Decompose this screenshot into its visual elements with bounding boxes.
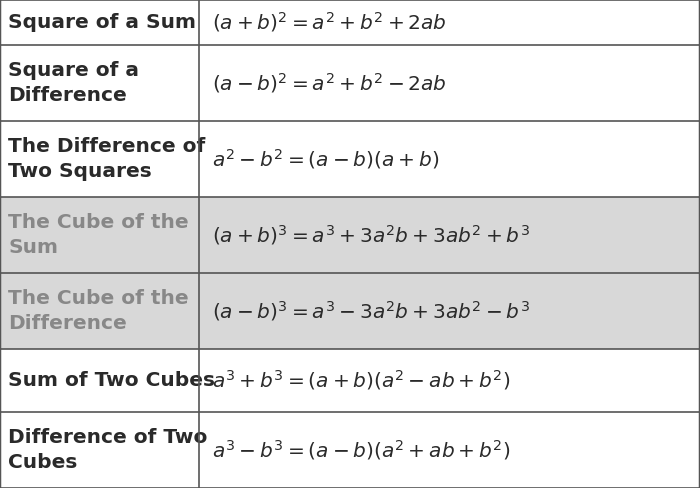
- Text: Square of a Sum: Square of a Sum: [8, 13, 197, 32]
- Bar: [199, 0, 700, 45]
- Bar: [0, 0, 199, 45]
- Text: $a^3 - b^3 = (a - b)(a^2 + ab + b^2)$: $a^3 - b^3 = (a - b)(a^2 + ab + b^2)$: [212, 438, 510, 462]
- Text: The Cube of the
Difference: The Cube of the Difference: [8, 289, 189, 333]
- Bar: [199, 197, 700, 273]
- Bar: [199, 412, 700, 488]
- Text: $a^3 + b^3 = (a + b)(a^2 - ab + b^2)$: $a^3 + b^3 = (a + b)(a^2 - ab + b^2)$: [212, 368, 510, 392]
- Text: $(a + b)^3 = a^3 + 3a^2b + 3ab^2 + b^3$: $(a + b)^3 = a^3 + 3a^2b + 3ab^2 + b^3$: [212, 223, 530, 247]
- Text: $(a - b)^2 = a^2 + b^2 - 2ab$: $(a - b)^2 = a^2 + b^2 - 2ab$: [212, 71, 447, 95]
- Bar: [0, 412, 199, 488]
- Text: $(a + b)^2 = a^2 + b^2 + 2ab$: $(a + b)^2 = a^2 + b^2 + 2ab$: [212, 11, 447, 35]
- Bar: [199, 349, 700, 412]
- Text: $(a - b)^3 = a^3 - 3a^2b + 3ab^2 - b^3$: $(a - b)^3 = a^3 - 3a^2b + 3ab^2 - b^3$: [212, 299, 530, 323]
- Text: The Difference of
Two Squares: The Difference of Two Squares: [8, 137, 206, 181]
- Text: Sum of Two Cubes: Sum of Two Cubes: [8, 371, 216, 390]
- Bar: [0, 273, 199, 349]
- Text: Difference of Two
Cubes: Difference of Two Cubes: [8, 428, 208, 472]
- Bar: [0, 349, 199, 412]
- Bar: [199, 45, 700, 121]
- Bar: [0, 121, 199, 197]
- Text: $a^2 - b^2 = (a - b)(a + b)$: $a^2 - b^2 = (a - b)(a + b)$: [212, 147, 440, 171]
- Text: The Cube of the
Sum: The Cube of the Sum: [8, 213, 189, 257]
- Bar: [0, 45, 199, 121]
- Bar: [199, 273, 700, 349]
- Bar: [199, 121, 700, 197]
- Bar: [0, 197, 199, 273]
- Text: Square of a
Difference: Square of a Difference: [8, 61, 139, 105]
